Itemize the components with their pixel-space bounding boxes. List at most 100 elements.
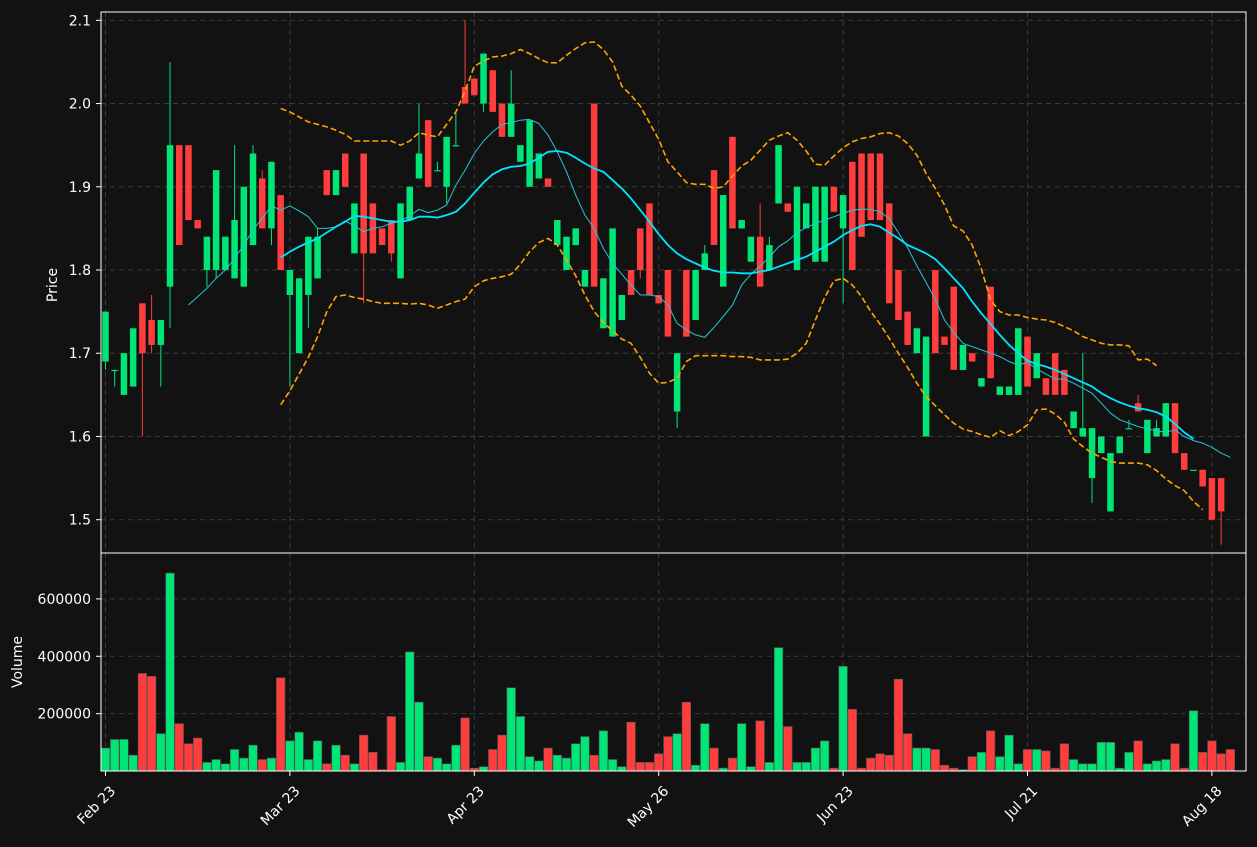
candle-body: [729, 136, 736, 229]
candle-body: [102, 311, 109, 362]
candle-body: [526, 120, 533, 187]
candle-body: [1061, 369, 1068, 395]
volume-bar: [100, 747, 111, 772]
candle-body: [590, 103, 598, 287]
volume-bar: [1004, 734, 1014, 772]
volume-y-tick-label: 400000: [38, 649, 91, 665]
volume-bar: [515, 716, 525, 772]
candle-body: [1070, 411, 1077, 429]
candle-body: [996, 386, 1004, 395]
candle-body: [120, 353, 128, 395]
candle-body: [1190, 469, 1197, 471]
volume-bar: [257, 759, 267, 772]
candle-body: [1208, 478, 1216, 520]
candle-body: [821, 186, 828, 262]
volume-bar: [820, 740, 830, 772]
candle-body: [1079, 428, 1087, 437]
candle-body: [618, 294, 626, 320]
candle-body: [701, 253, 709, 271]
volume-bar: [1151, 760, 1162, 772]
candle-body: [609, 228, 616, 337]
candle-body: [415, 153, 423, 179]
volume-bar: [239, 757, 249, 772]
volume-bar: [561, 757, 572, 772]
candle-body: [812, 186, 819, 262]
volume-bar: [626, 721, 636, 772]
volume-bar: [368, 752, 378, 772]
volume-bar: [322, 763, 332, 772]
volume-bar: [1188, 710, 1199, 772]
volume-bar: [285, 740, 295, 772]
volume-bar: [229, 749, 240, 772]
volume-bar: [442, 763, 452, 772]
candle-body: [148, 319, 155, 345]
volume-bar: [1207, 740, 1217, 772]
volume-bar: [995, 756, 1005, 772]
volume-bar: [727, 757, 738, 772]
volume-bar: [248, 744, 258, 772]
volume-bar: [405, 651, 415, 772]
volume-bar: [1087, 763, 1097, 772]
candle-body: [397, 203, 404, 279]
candle-body: [627, 270, 635, 295]
candle-body: [941, 336, 948, 345]
candle-body: [987, 286, 994, 379]
candle-body: [849, 161, 856, 271]
candle-body: [388, 220, 395, 254]
price-y-tick-label: 2.0: [69, 97, 91, 113]
candle-body: [480, 53, 487, 104]
candle-body: [111, 369, 118, 372]
volume-bar: [921, 747, 931, 772]
volume-bar: [1078, 763, 1088, 772]
price-y-tick-label: 1.5: [69, 513, 91, 529]
candle-body: [240, 186, 248, 287]
price-y-tick-label: 2.1: [69, 13, 91, 29]
volume-bar: [681, 701, 691, 772]
candle-body: [1153, 428, 1160, 437]
volume-bar: [349, 763, 360, 772]
volume-bar: [893, 678, 904, 772]
candle-body: [1098, 436, 1105, 454]
candle-body: [157, 319, 165, 345]
volume-bar: [903, 733, 913, 772]
candle-body: [895, 270, 902, 320]
candle-body: [185, 145, 192, 221]
volume-bar: [220, 763, 230, 772]
volume-bar: [764, 762, 774, 772]
volume-bar: [617, 766, 627, 772]
price-y-tick-label: 1.8: [69, 263, 91, 279]
volume-bar: [654, 753, 664, 772]
volume-bar: [1161, 759, 1171, 772]
candle-body: [129, 328, 137, 387]
candle-body: [904, 311, 911, 345]
volume-bar: [773, 647, 784, 772]
volume-bar: [1198, 752, 1208, 772]
candle-body: [968, 353, 976, 362]
volume-bar: [193, 737, 203, 772]
candle-body: [305, 236, 312, 295]
candle-body: [563, 236, 570, 271]
volume-bar: [303, 759, 313, 772]
candle-body: [452, 145, 460, 147]
price-candles: [102, 20, 1225, 545]
volume-bar: [534, 760, 544, 772]
volume-bar: [183, 743, 194, 772]
volume-bar: [137, 673, 147, 772]
candle-body: [554, 220, 561, 246]
volume-bar: [709, 747, 719, 772]
upper-band-line: [280, 41, 1158, 367]
volume-bar: [571, 743, 581, 772]
candle-body: [286, 270, 294, 295]
candle-body: [802, 203, 810, 229]
volume-bar: [1142, 763, 1152, 772]
candle-body: [738, 220, 745, 229]
candle-body: [876, 153, 884, 221]
volume-bar: [1105, 742, 1116, 772]
candle-body: [932, 270, 939, 354]
candle-body: [1162, 403, 1170, 437]
volume-y-ticks: 200000 400000 600000: [38, 592, 101, 723]
candle-body: [314, 236, 321, 279]
volume-bar: [801, 762, 811, 772]
volume-bar: [119, 739, 129, 772]
